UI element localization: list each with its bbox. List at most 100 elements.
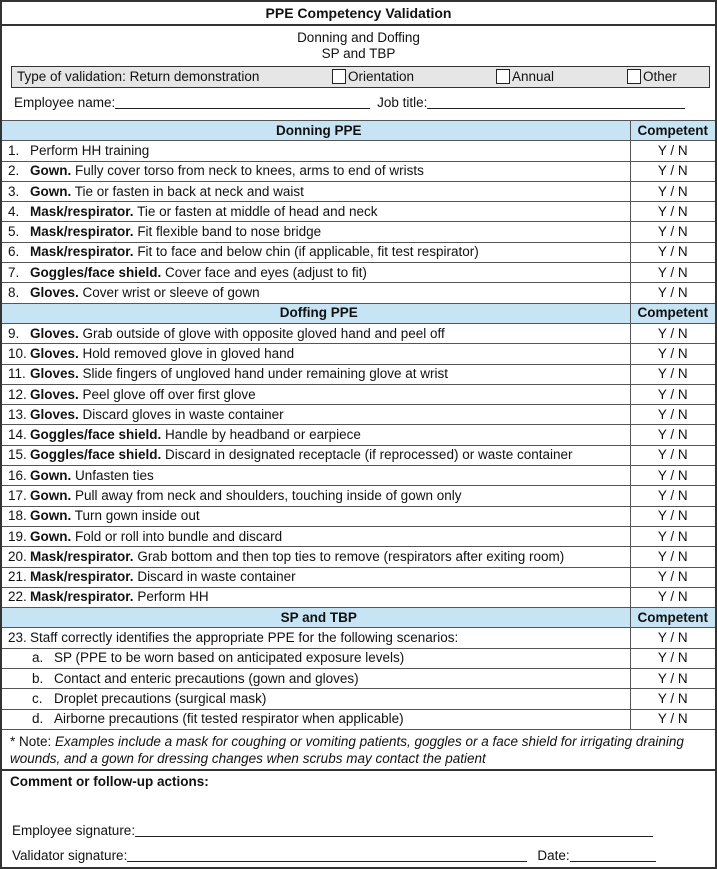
item-number: 1. [8, 142, 20, 158]
employee-signature-field[interactable] [135, 823, 654, 837]
table-row: 18. Gown. Turn gown inside out Y / N [2, 505, 715, 527]
item-description: SP (PPE to be worn based on anticipated … [54, 650, 405, 666]
checkbox[interactable] [627, 69, 641, 84]
item-number: 2. [8, 163, 20, 179]
item-text: 7. Goggles/face shield. Cover face and ey… [2, 262, 630, 284]
competent-yn[interactable]: Y / N [629, 525, 715, 548]
item-text: 22. Mask/respirator. Perform HH [2, 586, 630, 609]
item-description: Fit to face and below chin (if applicabl… [133, 244, 479, 260]
competent-yn[interactable]: Y / N [629, 444, 715, 467]
option-orientation[interactable]: Orientation [332, 67, 414, 86]
competent-yn[interactable]: Y / N [629, 566, 715, 588]
table-row: a. SP (PPE to be worn based on anticipate… [2, 647, 715, 670]
item-text: 1. Perform HH training [2, 140, 630, 162]
item-description: Fold or roll into bundle and discard [71, 528, 283, 544]
item-category: Gloves. [30, 406, 79, 422]
competent-yn[interactable]: Y / N [629, 241, 715, 264]
section-header: Donning PPE Competent [2, 119, 715, 142]
competent-yn[interactable]: Y / N [629, 322, 715, 345]
item-category: Mask/respirator. [30, 589, 134, 605]
validation-label: Type of validation: Return demonstration [17, 69, 260, 84]
competent-yn[interactable]: Y / N [629, 485, 715, 507]
table-row: 4. Mask/respirator. Tie or fasten at midd… [2, 201, 715, 223]
employee-signature-label: Employee signature: [12, 823, 136, 838]
section-title: SP and TBP [2, 607, 630, 629]
table-row: d. Airborne precautions (fit tested respi… [2, 708, 715, 730]
competent-yn[interactable]: Y / N [629, 201, 715, 223]
checkbox[interactable] [332, 69, 346, 84]
competent-yn[interactable]: Y / N [629, 668, 715, 690]
job-title-field[interactable] [427, 95, 686, 109]
subtitle-line-1: Donning and Doffing [297, 30, 420, 45]
item-category: Gown. [30, 487, 72, 503]
item-description: Droplet precautions (surgical mask) [54, 690, 267, 706]
form-title: PPE Competency Validation [2, 2, 715, 26]
competent-yn[interactable]: Y / N [629, 465, 715, 487]
item-number: 10. [8, 345, 27, 361]
item-description: Unfasten ties [71, 467, 154, 483]
item-number: 6. [8, 244, 20, 260]
item-text: 16. Gown. Unfasten ties [2, 465, 630, 487]
competent-yn[interactable]: Y / N [629, 180, 715, 203]
competent-yn[interactable]: Y / N [629, 262, 715, 284]
date-field[interactable] [569, 848, 656, 862]
item-number: a. [32, 650, 44, 666]
table-row: 15. Goggles/face shield. Discard in desig… [2, 444, 715, 467]
item-number: c. [32, 690, 43, 706]
table-row: 5. Mask/respirator. Fit flexible band to … [2, 221, 715, 243]
item-text: 13. Gloves. Discard gloves in waste conta… [2, 404, 630, 426]
item-category: Mask/respirator. [30, 224, 134, 240]
item-description: Cover face and eyes (adjust to fit) [161, 264, 367, 280]
competent-yn[interactable]: Y / N [629, 586, 715, 609]
table-row: 21. Mask/respirator. Discard in waste con… [2, 566, 715, 588]
item-text: 9. Gloves. Grab outside of glove with opp… [2, 322, 630, 345]
competent-yn[interactable]: Y / N [629, 221, 715, 243]
item-number: 17. [8, 487, 27, 503]
validator-signature-field[interactable] [127, 848, 528, 862]
item-description: Tie or fasten at middle of head and neck [133, 203, 378, 219]
competent-yn[interactable]: Y / N [629, 140, 715, 162]
competent-yn[interactable]: Y / N [629, 505, 715, 527]
competent-yn[interactable]: Y / N [629, 282, 715, 304]
item-category: Mask/respirator. [30, 244, 134, 260]
note: * Note: Examples include a mask for coug… [2, 729, 715, 771]
item-description: Contact and enteric precautions (gown an… [54, 670, 359, 686]
competent-yn[interactable]: Y / N [629, 647, 715, 670]
item-number: 16. [8, 467, 27, 483]
competent-yn[interactable]: Y / N [629, 688, 715, 710]
validation-type-box: Type of validation: Return demonstration… [11, 66, 710, 88]
competent-yn[interactable]: Y / N [629, 627, 715, 649]
competent-yn[interactable]: Y / N [629, 343, 715, 365]
item-text: 11. Gloves. Slide fingers of ungloved han… [2, 363, 630, 385]
option-label: Other [643, 69, 677, 84]
item-number: 3. [8, 183, 20, 199]
item-category: Gloves. [30, 285, 79, 301]
competent-yn[interactable]: Y / N [629, 404, 715, 426]
competent-yn[interactable]: Y / N [629, 363, 715, 385]
item-description: Discard in waste container [133, 569, 296, 585]
item-description: Perform HH [133, 589, 209, 605]
table-row: c. Droplet precautions (surgical mask) Y /… [2, 688, 715, 710]
competent-yn[interactable]: Y / N [629, 160, 715, 182]
option-annual[interactable]: Annual [496, 67, 554, 86]
competent-yn[interactable]: Y / N [629, 708, 715, 730]
item-category: Goggles/face shield. [30, 447, 162, 463]
item-category: Gown. [30, 183, 72, 199]
item-category: Mask/respirator. [30, 569, 134, 585]
checkbox[interactable] [496, 69, 510, 84]
competent-yn[interactable]: Y / N [629, 424, 715, 446]
item-number: 4. [8, 203, 20, 219]
item-text: a. SP (PPE to be worn based on anticipate… [2, 647, 630, 670]
competent-yn[interactable]: Y / N [629, 383, 715, 406]
competency-table: Donning PPE Competent 1. Perform HH trainin… [2, 119, 715, 730]
employee-name-field[interactable] [115, 95, 371, 109]
item-text: d. Airborne precautions (fit tested respi… [2, 708, 630, 730]
competent-yn[interactable]: Y / N [629, 546, 715, 568]
item-number: 19. [8, 528, 27, 544]
table-row: 2. Gown. Fully cover torso from neck to k… [2, 160, 715, 182]
option-other[interactable]: Other [627, 67, 677, 86]
item-text: 17. Gown. Pull away from neck and shoulde… [2, 485, 630, 507]
item-category: Gloves. [30, 345, 79, 361]
competent-header: Competent [629, 119, 715, 142]
validator-signature-label: Validator signature: [12, 848, 128, 863]
